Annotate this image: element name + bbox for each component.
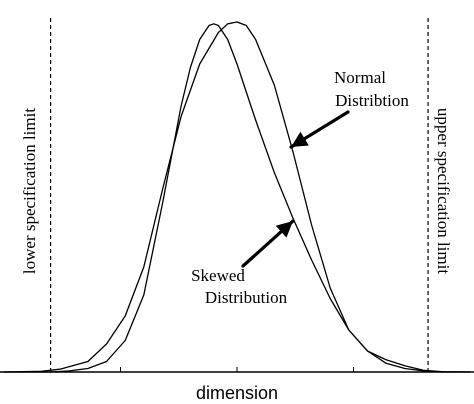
skewed-annotation-line-1: Skewed	[191, 266, 245, 285]
skewed-distribution-curve	[4, 23, 470, 373]
lower-specification-limit-label: lower specification limit	[20, 108, 39, 274]
skewed-annotation-line-2: Distribution	[205, 288, 288, 307]
normal-annotation-line-2: Distribtion	[335, 91, 409, 110]
upper-specification-limit-label: upper specification limit	[434, 108, 453, 274]
skewed-arrow-head	[275, 221, 293, 238]
normal-annotation-line-1: Normal	[334, 68, 386, 87]
x-axis-label: dimension	[196, 383, 278, 403]
normal-arrow-head	[291, 131, 309, 147]
normal-distribution-curve	[3, 21, 471, 373]
